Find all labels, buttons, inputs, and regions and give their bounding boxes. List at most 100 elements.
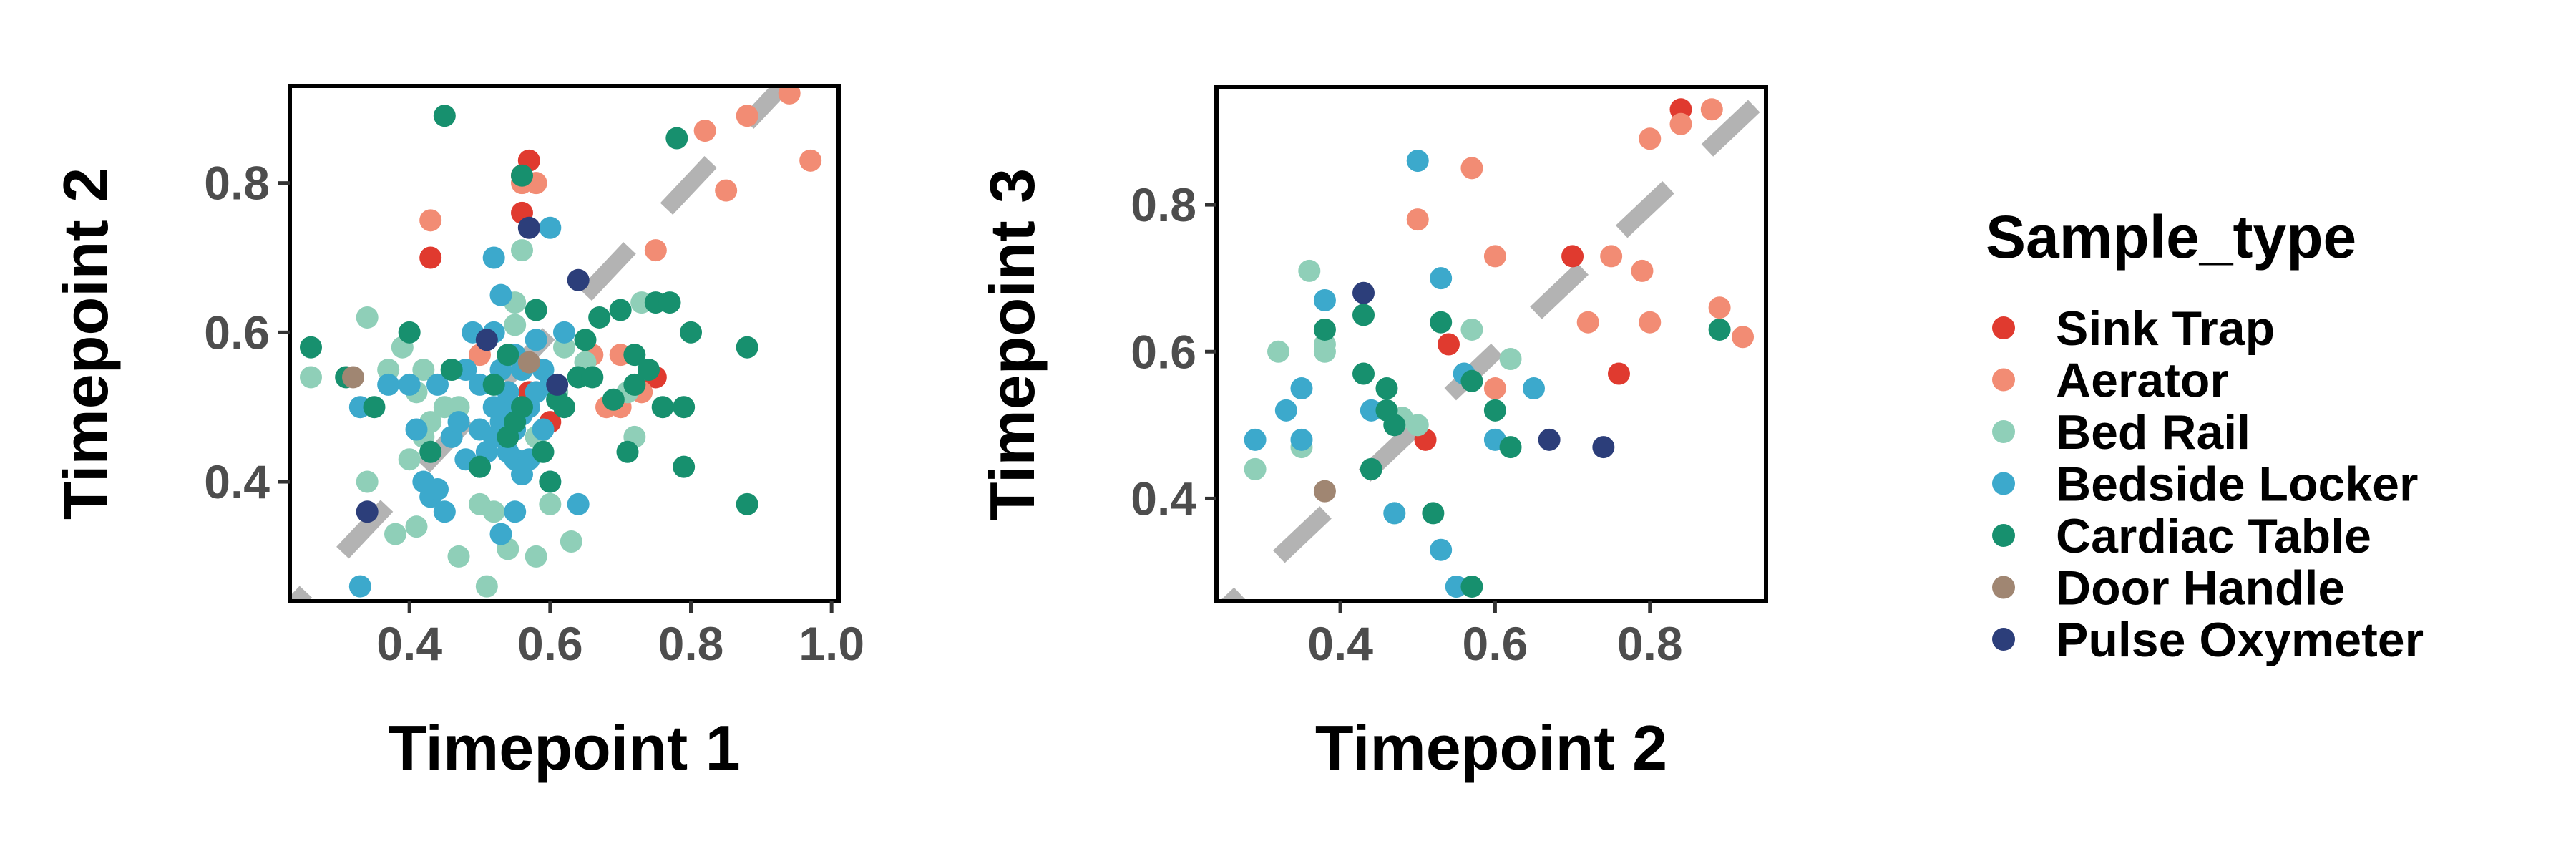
- data-point-cardiac-table: [623, 373, 646, 396]
- legend-item-sink-trap: Sink Trap: [1992, 301, 2275, 356]
- legend-marker: [1992, 420, 2015, 443]
- y-axis-title: Timepoint 2: [50, 168, 121, 520]
- data-point-cardiac-table: [469, 455, 491, 478]
- legend-label: Aerator: [2056, 354, 2229, 408]
- data-point-cardiac-table: [1352, 304, 1375, 326]
- series-pulse-oxymeter: [1352, 281, 1615, 459]
- data-point-cardiac-table: [497, 344, 519, 367]
- y-tick-label: 0.6: [204, 306, 270, 359]
- data-point-bedside-locker: [1445, 575, 1468, 598]
- data-point-bed-rail: [1499, 348, 1522, 371]
- data-point-bedside-locker: [1522, 377, 1545, 400]
- data-point-bedside-locker: [398, 373, 421, 396]
- data-point-cardiac-table: [553, 396, 575, 419]
- data-point-cardiac-table: [736, 492, 758, 515]
- data-point-cardiac-table: [680, 321, 702, 344]
- data-point-bed-rail: [356, 306, 379, 329]
- data-point-bedside-locker: [525, 329, 547, 351]
- data-point-cardiac-table: [1375, 377, 1398, 400]
- data-point-sink-trap: [1607, 362, 1630, 385]
- data-point-bedside-locker: [1290, 377, 1313, 400]
- series-bedside-locker: [1244, 150, 1545, 598]
- data-point-cardiac-table: [511, 396, 533, 419]
- points: [1244, 98, 1755, 598]
- data-point-bed-rail: [384, 523, 406, 545]
- data-point-cardiac-table: [1352, 362, 1375, 385]
- x-tick-label: 0.8: [1617, 617, 1683, 670]
- data-point-aerator: [1631, 259, 1654, 282]
- data-point-pulse-oxymeter: [546, 373, 569, 396]
- data-point-bed-rail: [405, 515, 428, 538]
- x-tick-label: 1.0: [799, 617, 864, 670]
- legend-label: Sink Trap: [2056, 301, 2275, 356]
- data-point-cardiac-table: [363, 396, 386, 419]
- legend-item-door-handle: Door Handle: [1992, 561, 2345, 616]
- data-point-bed-rail: [482, 500, 505, 523]
- data-point-cardiac-table: [581, 366, 604, 389]
- points: [300, 86, 822, 598]
- data-point-door-handle: [1313, 480, 1336, 503]
- legend-marker: [1992, 368, 2015, 392]
- x-tick-label: 0.4: [1307, 617, 1373, 670]
- x-tick-label: 0.6: [517, 617, 583, 670]
- data-point-bed-rail: [511, 239, 533, 262]
- data-point-aerator: [1460, 157, 1483, 180]
- data-point-bedside-locker: [433, 500, 456, 523]
- data-point-bed-rail: [447, 545, 470, 568]
- data-point-cardiac-table: [665, 127, 688, 150]
- data-point-bedside-locker: [1274, 399, 1297, 422]
- x-tick-label: 0.8: [658, 617, 724, 670]
- data-point-bedside-locker: [1313, 288, 1336, 311]
- data-point-cardiac-table: [398, 321, 421, 344]
- series-door-handle: [1313, 480, 1336, 503]
- legend-item-cardiac-table: Cardiac Table: [1992, 509, 2371, 563]
- identity-reference-line: [1219, 87, 1766, 601]
- legend-label: Door Handle: [2056, 561, 2345, 616]
- data-point-aerator: [1700, 98, 1723, 121]
- x-tick-label: 0.4: [376, 617, 442, 670]
- legend-marker: [1992, 628, 2015, 651]
- data-point-cardiac-table: [1708, 318, 1731, 341]
- data-point-cardiac-table: [658, 291, 681, 314]
- scatter-panel-timepoint1-vs-timepoint2: 0.4 0.6 0.8 1.0 0.4 0.6 0.8 Timepoint 1 Timepoin…: [50, 84, 864, 783]
- data-point-aerator: [693, 120, 716, 142]
- data-point-cardiac-table: [1430, 311, 1453, 334]
- data-point-cardiac-table: [602, 388, 625, 411]
- x-tick-label: 0.6: [1463, 617, 1528, 670]
- data-point-bedside-locker: [489, 283, 512, 306]
- legend-marker: [1992, 576, 2015, 599]
- legend-marker: [1992, 472, 2015, 495]
- data-point-cardiac-table: [1460, 575, 1483, 598]
- data-point-aerator: [1483, 245, 1506, 268]
- data-point-bedside-locker: [348, 575, 371, 598]
- data-point-cardiac-table: [736, 336, 758, 359]
- data-point-bedside-locker: [1430, 538, 1453, 561]
- data-point-cardiac-table: [623, 344, 646, 367]
- data-point-bedside-locker: [1290, 428, 1313, 451]
- y-tick-label: 0.8: [1131, 178, 1196, 231]
- series-door-handle: [342, 351, 540, 389]
- data-point-bedside-locker: [405, 418, 428, 441]
- data-point-aerator: [1600, 245, 1623, 268]
- scatter-panel-timepoint2-vs-timepoint3: 0.4 0.6 0.8 0.4 0.6 0.8 Timepoint 2 Timepoint 3: [977, 85, 1768, 783]
- data-point-bedside-locker: [1406, 150, 1429, 173]
- data-point-cardiac-table: [433, 105, 456, 127]
- data-point-door-handle: [517, 351, 540, 374]
- data-point-cardiac-table: [1383, 414, 1406, 437]
- data-point-aerator: [715, 179, 738, 202]
- data-point-bed-rail: [356, 470, 379, 493]
- legend-item-bed-rail: Bed Rail: [1992, 405, 2250, 460]
- legend-label: Pulse Oxymeter: [2056, 613, 2424, 667]
- data-point-bedside-locker: [426, 373, 449, 396]
- x-axis-title: Timepoint 2: [1315, 712, 1667, 783]
- legend-label: Cardiac Table: [2056, 509, 2371, 563]
- data-point-pulse-oxymeter: [1538, 428, 1561, 451]
- data-point-aerator: [799, 149, 822, 172]
- data-point-bedside-locker: [1244, 428, 1267, 451]
- data-point-bed-rail: [1460, 318, 1483, 341]
- data-point-bed-rail: [525, 545, 547, 568]
- series-aerator: [1406, 98, 1755, 400]
- data-point-cardiac-table: [525, 299, 547, 321]
